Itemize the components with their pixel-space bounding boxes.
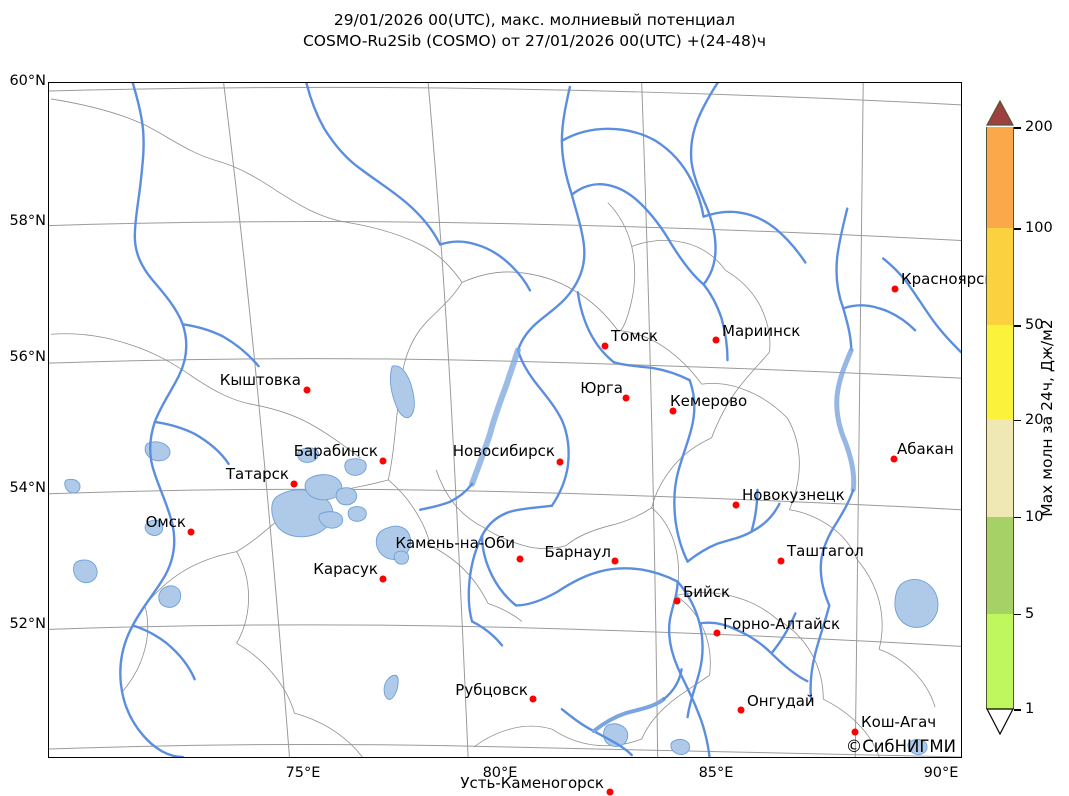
city-marker[interactable] [712, 336, 720, 344]
city-marker[interactable] [622, 394, 630, 402]
colorbar-bands [986, 127, 1014, 709]
rivers [119, 83, 961, 757]
x-axis-tick-label: 85°E [698, 765, 734, 781]
city-label: Барнаул [544, 543, 611, 561]
city-label: Рубцовск [455, 681, 528, 699]
city-marker[interactable] [601, 342, 609, 350]
city-label: Кыштовка [219, 371, 301, 389]
colorbar-tick-mark [1014, 228, 1021, 230]
colorbar-over-arrow [986, 100, 1014, 126]
y-axis-tick-label: 54°N [9, 480, 46, 496]
colorbar-tick-mark [1014, 709, 1021, 711]
colorbar-band [987, 325, 1013, 420]
lakes [64, 365, 939, 756]
colorbar-band [987, 613, 1013, 709]
colorbar-tick-mark [1014, 516, 1021, 519]
colorbar-band [987, 516, 1013, 614]
city-marker[interactable] [891, 285, 899, 293]
colorbar-tick-mark [1014, 613, 1021, 616]
colorbar-tick-label: 5 [1025, 605, 1035, 622]
city-marker[interactable] [556, 458, 564, 466]
colorbar[interactable]: 200 100 50 20 10 5 1 [986, 100, 1053, 736]
graticule-lines [49, 83, 961, 757]
city-marker[interactable] [713, 629, 721, 637]
title-line-2: COSMO-Ru2Sib (COSMO) от 27/01/2026 00(UT… [302, 32, 767, 50]
colorbar-axis-label-text: Max молн за 24ч, Дж/м2 [1038, 319, 1056, 517]
city-label: Новокузнецк [742, 486, 845, 504]
city-marker[interactable] [611, 557, 619, 565]
city-marker[interactable] [606, 788, 614, 796]
colorbar-band [987, 127, 1013, 229]
city-marker[interactable] [777, 557, 785, 565]
city-marker[interactable] [851, 728, 859, 736]
colorbar-tick-mark [1014, 127, 1021, 129]
x-axis-tick-label: 90°E [923, 765, 959, 781]
colorbar-tick-mark [1014, 325, 1021, 327]
colorbar-axis-label: Max молн за 24ч, Дж/м2 [1034, 100, 1060, 736]
x-axis-tick-label: 75°E [285, 765, 321, 781]
city-label: Бийск [683, 583, 731, 601]
city-label: Новосибирск [452, 442, 555, 460]
colorbar-tick-label: 50 [1025, 317, 1044, 334]
city-label: Мариинск [722, 322, 801, 340]
city-label: Юрга [580, 379, 623, 397]
colorbar-tick-label: 20 [1025, 411, 1044, 428]
city-label: Усть-Каменогорск [460, 774, 604, 792]
city-marker[interactable] [516, 555, 524, 563]
city-marker[interactable] [669, 407, 677, 415]
admin-boundaries [50, 98, 936, 757]
colorbar-tick-label: 10 [1025, 508, 1044, 525]
city-marker[interactable] [890, 455, 898, 463]
city-marker[interactable] [529, 695, 537, 703]
city-label: Красноярск [901, 270, 994, 288]
city-label: Карасук [313, 560, 378, 578]
city-marker[interactable] [303, 386, 311, 394]
city-label: Абакан [897, 440, 954, 458]
city-label: Татарск [225, 465, 289, 483]
city-label: Барабинск [293, 442, 378, 460]
colorbar-band [987, 419, 1013, 517]
map-geometry [49, 83, 961, 757]
y-axis-tick-label: 60°N [9, 73, 46, 89]
map-canvas[interactable] [48, 82, 962, 758]
city-marker[interactable] [737, 706, 745, 714]
city-label: Горно-Алтайск [723, 615, 841, 633]
city-label: Онгудай [747, 692, 815, 710]
city-marker[interactable] [673, 597, 681, 605]
city-marker[interactable] [290, 480, 298, 488]
city-marker[interactable] [379, 575, 387, 583]
title-line-1: 29/01/2026 00(UTC), макс. молниевый поте… [333, 11, 736, 29]
colorbar-under-arrow [986, 708, 1014, 735]
colorbar-band [987, 228, 1013, 326]
city-label: Томск [611, 327, 658, 345]
city-label: Камень-на-Оби [395, 534, 515, 552]
city-marker[interactable] [732, 501, 740, 509]
city-label: Омск [145, 513, 186, 531]
y-axis-tick-label: 52°N [9, 616, 46, 632]
city-label: Таштагол [787, 542, 864, 560]
colorbar-tick-label: 200 [1025, 119, 1053, 135]
y-axis-tick-label: 58°N [9, 213, 46, 229]
city-label: Кемерово [670, 392, 748, 410]
chart-title: 29/01/2026 00(UTC), макс. молниевый поте… [0, 10, 1069, 52]
city-marker[interactable] [187, 528, 195, 536]
colorbar-tick-label: 100 [1025, 220, 1053, 237]
city-label: Кош-Агач [861, 713, 937, 731]
city-marker[interactable] [379, 457, 387, 465]
colorbar-tick-label: 1 [1025, 701, 1035, 717]
x-axis-tick-label: 80°E [482, 765, 518, 781]
y-axis-tick-label: 56°N [9, 349, 46, 365]
colorbar-tick-mark [1014, 419, 1021, 422]
